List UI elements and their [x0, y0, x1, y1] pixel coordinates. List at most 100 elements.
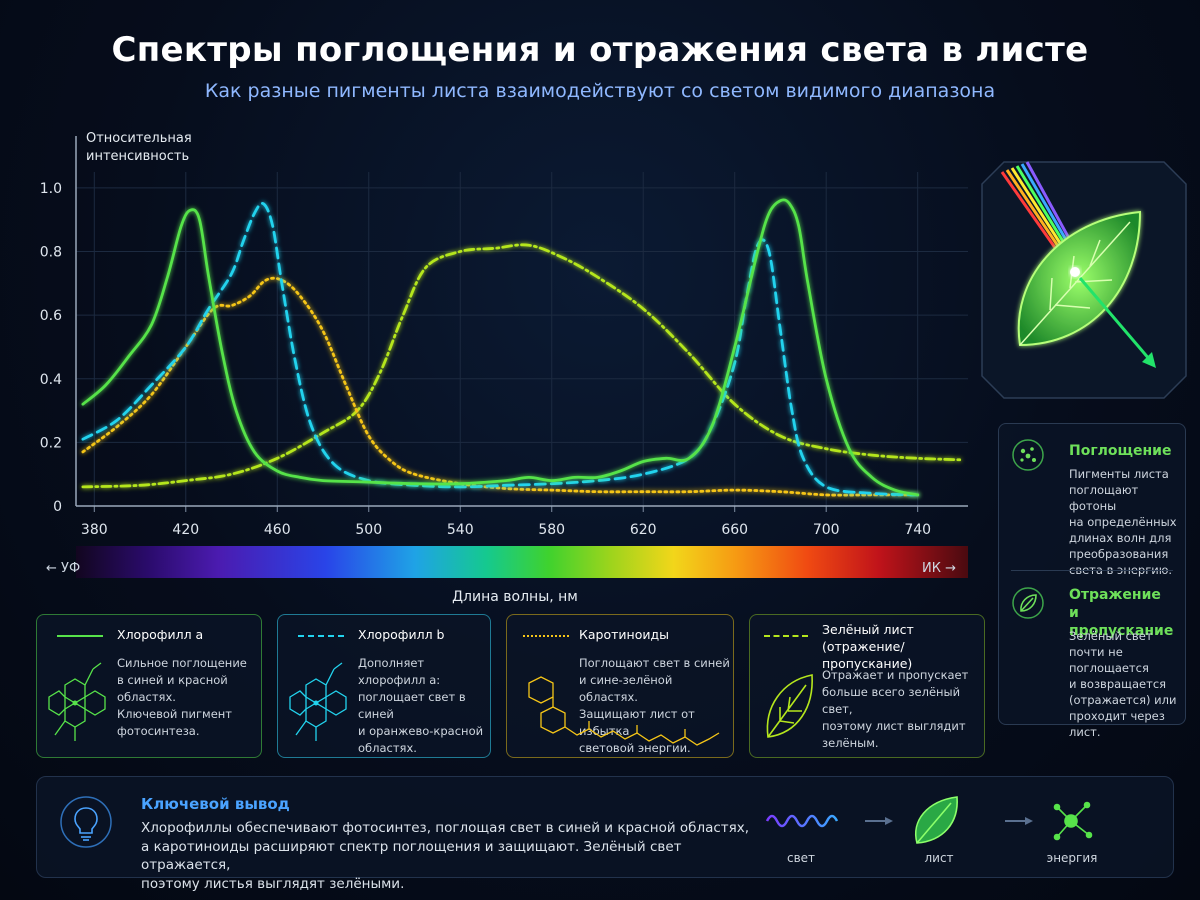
legend-name-chl-b: Хлорофилл b	[358, 627, 445, 642]
legend-swatch-chl-b	[298, 635, 344, 637]
side-divider	[1011, 570, 1173, 571]
legend-desc-chl-a: Сильное поглощение в синей и красной обл…	[117, 655, 261, 740]
legend-desc-line: больше всего зелёный свет,	[822, 685, 961, 716]
reflection-text-line: почти не поглощается	[1069, 645, 1149, 675]
page-subtitle: Как разные пигменты листа взаимодействую…	[204, 80, 996, 102]
uv-label: ← УФ	[46, 561, 81, 576]
legend-desc-line: фотосинтеза.	[117, 724, 200, 738]
legend-desc-carotenoids: Поглощают свет в синей и сине-зелёной об…	[579, 655, 733, 757]
reflection-text-line: Зелёный свет	[1069, 629, 1153, 643]
reflection-text-line: проходит через лист.	[1069, 709, 1165, 739]
visible-spectrum-bar	[76, 546, 968, 578]
legend-desc-line: Защищают лист от избытка	[579, 707, 695, 738]
chlorophyll-b-molecule-icon	[289, 662, 347, 741]
y-tick-label: 0.2	[40, 435, 62, 451]
absorption-text-line: Пигменты листа	[1069, 467, 1169, 481]
flow-label-energy: энергия	[1046, 851, 1098, 865]
legend-name-carotenoids: Каротиноиды	[579, 627, 669, 642]
legend-card-green-leaf: Зелёный лист (отражение/пропускание) Отр…	[749, 614, 985, 758]
leaf-outline-icon	[766, 674, 813, 738]
series-line-2	[81, 201, 920, 497]
side-panel: Поглощение Пигменты листа поглощают фото…	[998, 423, 1186, 739]
absorption-text-line: поглощают фотоны	[1069, 483, 1139, 513]
reflection-title-line2: и пропускание	[1069, 605, 1174, 639]
series-line-1	[81, 198, 920, 497]
energy-icon	[1053, 801, 1093, 841]
legend-name-green-leaf: Зелёный лист (отражение/пропускание)	[822, 621, 984, 672]
y-axis-label-line2: интенсивность	[86, 149, 190, 164]
legend-desc-line: Сильное поглощение	[117, 656, 247, 670]
x-tick-label: 540	[447, 522, 474, 538]
legend-swatch-green-leaf	[764, 635, 808, 637]
legend-desc-line: световой энергии.	[579, 741, 691, 755]
carotenoid-molecule-icon	[528, 676, 720, 746]
x-tick-label: 420	[172, 522, 199, 538]
legend-desc-line: Дополняет хлорофилл a:	[358, 656, 441, 687]
chlorophyll-a-molecule-icon	[48, 662, 106, 741]
flow-leaf-icon	[915, 796, 958, 844]
x-tick-label: 660	[721, 522, 748, 538]
conclusion-title: Ключевой вывод	[141, 795, 290, 813]
absorption-text-line: на определённых	[1069, 515, 1177, 529]
series-line-4	[81, 243, 965, 489]
conclusion-line: Хлорофиллы обеспечивают фотосинтез, погл…	[141, 820, 750, 836]
y-tick-label: 0.8	[40, 245, 62, 261]
page-title: Спектры поглощения и отражения света в л…	[111, 30, 1089, 70]
absorption-icon	[1012, 439, 1044, 471]
x-axis-label: Длина волны, нм	[452, 589, 578, 605]
chart-axes: 0 0.2 0.4 0.6 0.8 1.0 380 420 460 500 540 580 620 660…	[40, 136, 968, 538]
y-axis-label: Относительная интенсивность	[86, 130, 192, 166]
ir-label: ИК →	[922, 561, 956, 576]
absorption-text-line: преобразования	[1069, 547, 1169, 561]
reflection-text: Зелёный свет почти не поглощается и возв…	[1069, 628, 1185, 740]
legend-desc-line: Ключевой пигмент	[117, 707, 233, 721]
y-tick-label: 1.0	[40, 181, 62, 197]
reflection-title-line1: Отражение	[1069, 587, 1161, 603]
legend-desc-line: и сине-зелёной областях.	[579, 673, 673, 704]
legend-desc-line: и оранжево-красной	[358, 724, 484, 738]
y-axis-label-line1: Относительная	[86, 131, 192, 146]
x-tick-label: 380	[81, 522, 108, 538]
reflection-text-line: (отражается) или	[1069, 693, 1177, 707]
x-tick-label: 460	[264, 522, 291, 538]
reflected-arrow	[1078, 277, 1152, 361]
legend-desc-chl-b: Дополняет хлорофилл a: поглощает свет в …	[358, 655, 490, 757]
legend-desc-green-leaf: Отражает и пропускает больше всего зелён…	[822, 667, 984, 752]
chart-grid	[76, 172, 968, 507]
chart-series	[81, 198, 965, 497]
x-tick-label: 740	[904, 522, 931, 538]
x-tick-label: 500	[355, 522, 382, 538]
legend-desc-line: Отражает и пропускает	[822, 668, 969, 682]
legend-desc-line: областях.	[358, 741, 417, 755]
y-tick-label: 0.6	[40, 308, 62, 324]
legend-name-green-leaf-line2: (отражение/пропускание)	[822, 639, 913, 671]
light-wave-icon	[765, 814, 839, 828]
legend-desc-line: в синей и красной областях.	[117, 673, 228, 704]
legend-desc-line: Поглощают свет в синей	[579, 656, 730, 670]
legend-swatch-carotenoids	[523, 635, 569, 637]
absorption-text: Пигменты листа поглощают фотоны на опред…	[1069, 466, 1185, 578]
absorption-title: Поглощение	[1069, 443, 1172, 459]
legend-name-chl-a: Хлорофилл a	[117, 627, 204, 642]
legend-desc-line: поглощает свет в синей	[358, 690, 466, 721]
x-tick-label: 620	[630, 522, 657, 538]
leaf-icon	[1012, 587, 1044, 619]
flow-label-light: свет	[786, 851, 816, 865]
absorption-text-line: длинах волн для	[1069, 531, 1172, 545]
reflection-title: Отражение и пропускание	[1069, 586, 1185, 640]
lightbulb-icon	[60, 796, 112, 848]
x-tick-label: 700	[813, 522, 840, 538]
legend-card-carotenoids: Каротиноиды Поглощают свет в синей и син…	[506, 614, 734, 758]
reflection-text-line: и возвращается	[1069, 677, 1167, 691]
legend-card-chl-b: Хлорофилл b Дополняет хлорофилл a: погло…	[277, 614, 491, 758]
flow-label-leaf: лист	[924, 851, 954, 865]
legend-desc-line: зелёным.	[822, 736, 879, 750]
legend-name-green-leaf-line1: Зелёный лист	[822, 622, 914, 637]
flow-diagram	[765, 796, 1093, 844]
y-tick-label: 0.4	[40, 372, 62, 388]
legend-card-chl-a: Хлорофилл a Сильное поглощение в синей и…	[36, 614, 262, 758]
conclusion-text: Хлорофиллы обеспечивают фотосинтез, погл…	[141, 819, 761, 893]
conclusion-panel: Ключевой вывод Хлорофиллы обеспечивают ф…	[36, 776, 1174, 892]
legend-swatch-chl-a	[57, 635, 103, 637]
